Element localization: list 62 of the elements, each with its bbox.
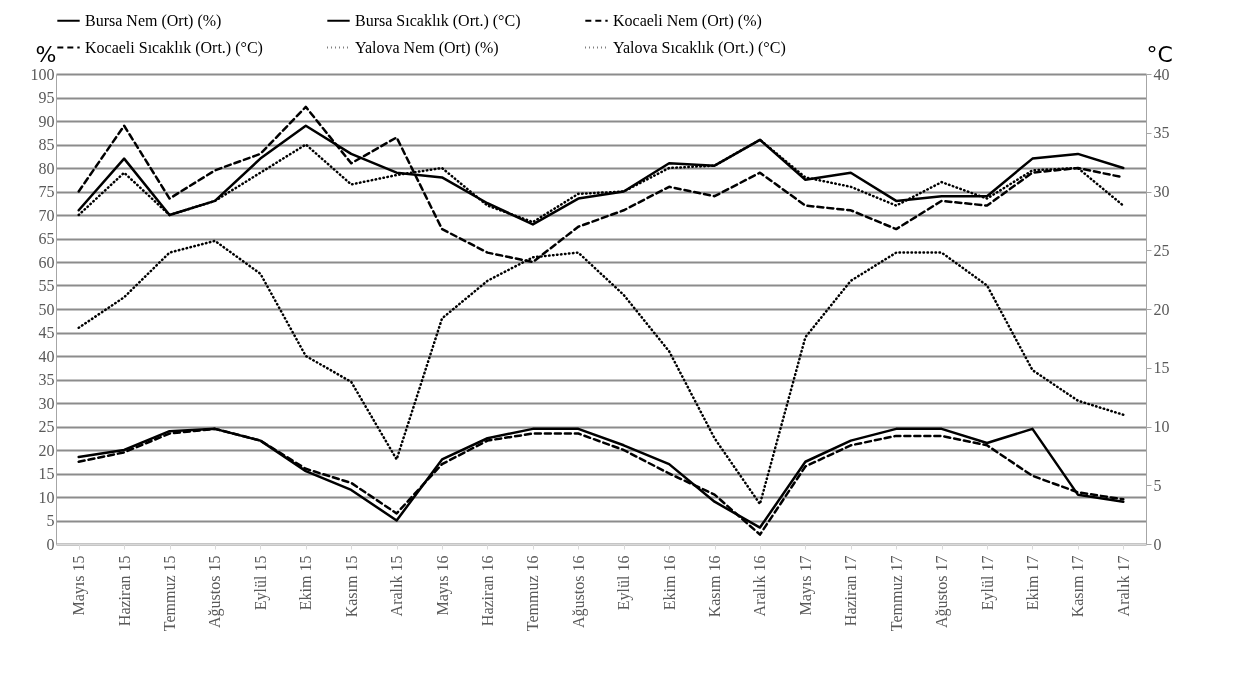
y-tick-label: 45 (38, 324, 55, 341)
y-tick-label: 100 (30, 65, 55, 83)
x-tick-label: Eylül 16 (615, 555, 634, 611)
x-tick-label: Haziran 17 (842, 555, 860, 627)
y2-tick-label: 35 (1153, 124, 1170, 142)
y2-tick-label: 15 (1153, 359, 1170, 377)
y2-tick-label: 0 (1153, 535, 1162, 553)
y-tick-label: 55 (38, 277, 55, 294)
y-tick-label: 50 (38, 300, 55, 318)
x-tick-label: Ekim 15 (297, 555, 315, 611)
x-tick-label: Mayıs 15 (70, 555, 89, 616)
y-tick-label: 70 (38, 206, 55, 224)
x-tick-label: Aralık 17 (1114, 555, 1132, 617)
x-tick-label: Aralık 16 (751, 555, 769, 617)
y-tick-label: 65 (38, 230, 55, 247)
y-tick-label: 25 (38, 418, 55, 435)
x-tick-label: Ekim 16 (660, 555, 678, 611)
x-tick-label: Aralık 15 (388, 555, 406, 617)
legend-label: Kocaeli Nem (Ort) (%) (613, 11, 762, 30)
x-tick-label: Eylül 17 (978, 555, 997, 611)
y-tick-label: 75 (38, 183, 55, 200)
x-tick-label: Mayıs 17 (796, 555, 815, 616)
y-tick-label: 35 (38, 371, 55, 388)
x-tick-label: Kasım 17 (1069, 555, 1087, 618)
y2-tick-label: 5 (1153, 476, 1162, 494)
y-tick-label: 10 (38, 488, 55, 506)
y-tick-label: 80 (38, 159, 55, 177)
x-tick-label: Ağustos 15 (206, 555, 225, 628)
y2-tick-label: 40 (1153, 65, 1170, 83)
y-tick-label: 60 (38, 253, 55, 271)
y-tick-label: 85 (38, 136, 55, 153)
y-tick-label: 20 (38, 441, 55, 459)
legend-label: Yalova Nem (Ort) (%) (355, 38, 499, 57)
x-tick-label: Ekim 17 (1023, 555, 1041, 611)
y-tick-label: 40 (38, 347, 55, 365)
y2-tick-label: 10 (1153, 418, 1170, 435)
y2-tick-label: 25 (1153, 241, 1170, 259)
y-tick-label: 95 (38, 89, 55, 106)
x-tick-label: Temmuz 17 (887, 555, 905, 632)
x-tick-label: Haziran 16 (478, 555, 496, 627)
y-tick-label: 15 (38, 465, 55, 482)
y-axis-title: % (35, 41, 57, 67)
y2-axis-title: °C (1146, 41, 1173, 67)
x-tick-label: Kasım 15 (342, 555, 360, 618)
y2-tick-label: 20 (1153, 300, 1170, 318)
x-tick-label: Eylül 15 (251, 555, 270, 611)
y-tick-label: 5 (46, 512, 55, 529)
y-tick-label: 90 (38, 112, 55, 130)
y-tick-label: 30 (38, 394, 55, 412)
y2-tick-label: 30 (1153, 183, 1170, 200)
x-tick-label: Kasım 16 (706, 555, 724, 618)
x-tick-label: Ağustos 17 (933, 555, 952, 628)
x-tick-label: Ağustos 16 (569, 555, 588, 628)
x-tick-label: Haziran 15 (115, 555, 133, 627)
x-tick-label: Temmuz 16 (524, 555, 542, 632)
legend-label: Yalova Sıcaklık (Ort.) (°C) (613, 38, 786, 57)
legend-label: Kocaeli Sıcaklık (Ort.) (°C) (85, 38, 263, 57)
legend-label: Bursa Sıcaklık (Ort.) (°C) (355, 11, 521, 30)
x-tick-label: Mayıs 16 (433, 555, 452, 616)
x-tick-label: Temmuz 15 (161, 555, 179, 632)
legend-label: Bursa Nem (Ort) (%) (85, 11, 222, 30)
y-tick-label: 0 (46, 535, 55, 553)
